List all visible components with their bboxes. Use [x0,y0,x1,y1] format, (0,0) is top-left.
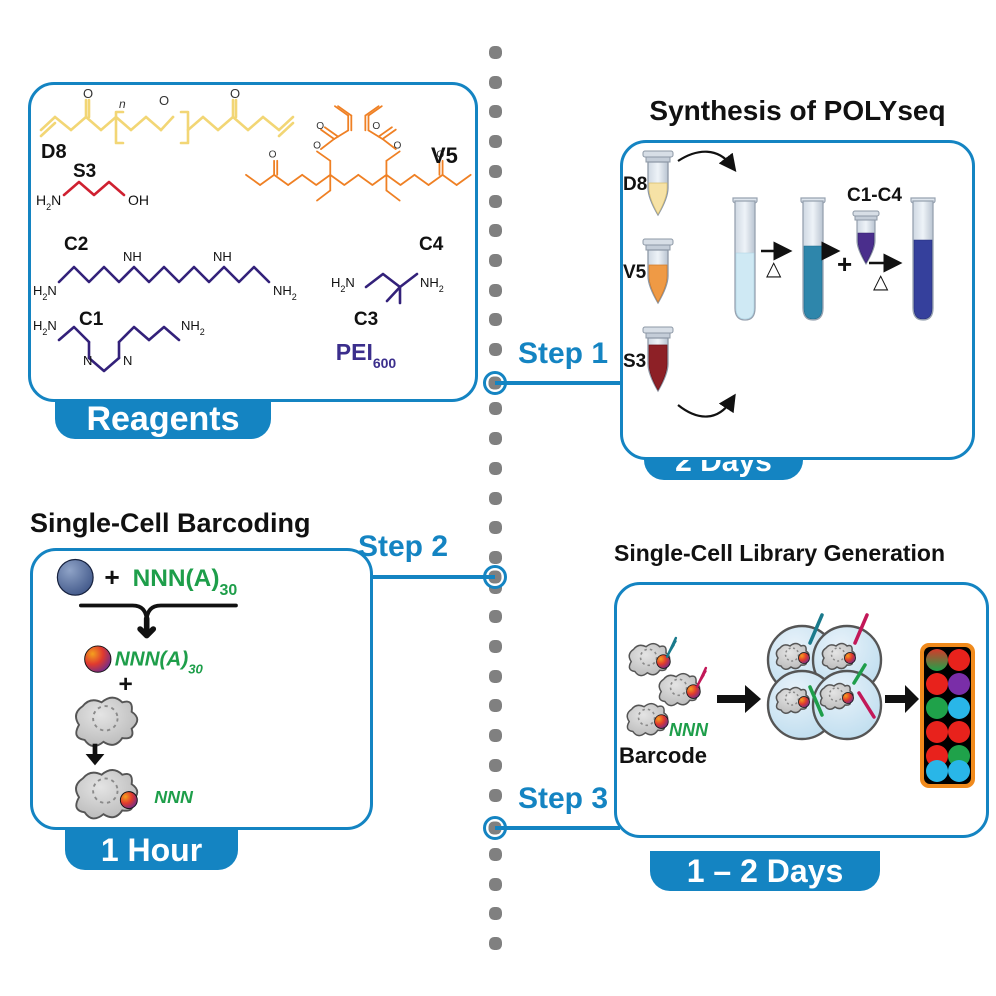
svg-text:O: O [159,93,169,108]
svg-text:O: O [83,86,93,101]
svg-text:C3: C3 [354,309,378,330]
svg-text:+: + [837,249,852,279]
svg-text:N: N [123,353,132,368]
svg-text:NNN: NNN [154,787,194,807]
svg-text:NNN: NNN [669,720,709,740]
svg-text:NNN(A)30: NNN(A)30 [133,565,238,599]
svg-text:O: O [230,86,240,101]
svg-text:Barcode: Barcode [619,743,707,768]
svg-text:C1-C4: C1-C4 [847,185,902,206]
svg-text:D8: D8 [41,141,67,163]
svg-text:O: O [269,150,277,161]
svg-text:S3: S3 [73,161,96,182]
svg-text:NH: NH [213,249,232,264]
svg-text:O: O [393,140,401,151]
svg-text:NH2: NH2 [181,318,205,337]
svg-text:H2N: H2N [33,318,57,337]
svg-text:S3: S3 [623,351,646,372]
svg-text:PEI600: PEI600 [336,339,397,371]
svg-text:NH2: NH2 [273,283,297,302]
svg-text:+: + [118,671,132,698]
svg-text:C2: C2 [64,234,88,255]
svg-text:O: O [313,140,321,151]
svg-text:D8: D8 [623,174,647,195]
svg-text:O: O [372,121,380,132]
svg-text:△: △ [766,258,782,280]
svg-text:n: n [119,97,126,111]
svg-text:NH2: NH2 [420,275,444,294]
svg-text:N: N [83,353,92,368]
svg-text:C4: C4 [419,234,444,255]
svg-text:V5: V5 [623,262,647,283]
svg-text:△: △ [873,271,889,293]
svg-text:+: + [104,562,119,592]
svg-text:NH: NH [123,249,142,264]
svg-text:OH: OH [128,192,149,208]
svg-text:V5: V5 [431,143,458,168]
svg-text:C1: C1 [79,309,104,330]
svg-text:O: O [316,121,324,132]
svg-text:H2N: H2N [36,192,61,212]
svg-text:H2N: H2N [33,283,57,302]
svg-text:H2N: H2N [331,275,355,294]
